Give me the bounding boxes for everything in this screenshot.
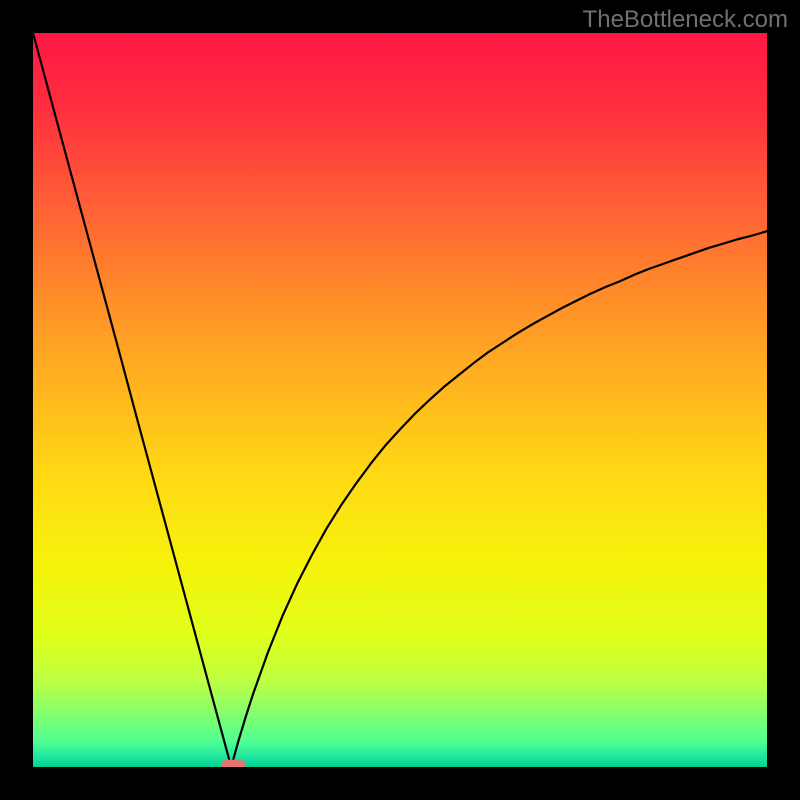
chart-svg: [0, 0, 800, 800]
watermark-text: TheBottleneck.com: [583, 6, 788, 34]
chart-gradient-background: [33, 33, 767, 767]
bottleneck-chart: TheBottleneck.com: [0, 0, 800, 800]
